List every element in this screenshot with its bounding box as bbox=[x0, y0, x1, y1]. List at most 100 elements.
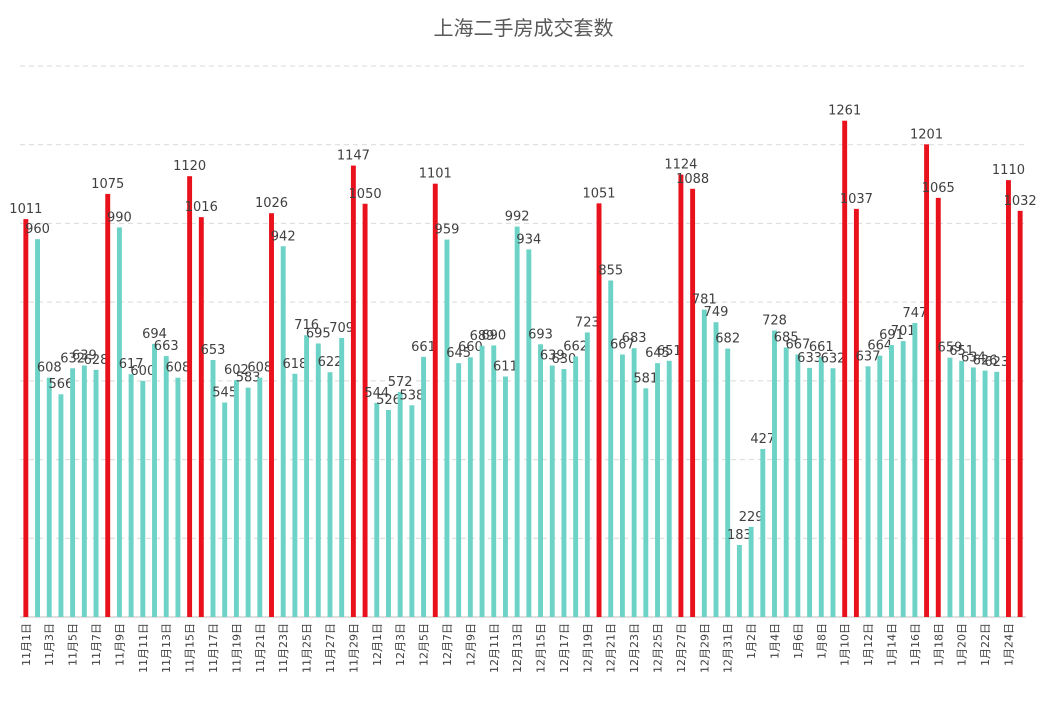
x-tick-label: 12月15日 bbox=[535, 623, 548, 673]
data-label: 608 bbox=[37, 361, 62, 376]
data-label: 695 bbox=[306, 326, 331, 341]
data-label: 747 bbox=[902, 306, 927, 321]
data-label: 583 bbox=[236, 371, 261, 386]
data-label: 1011 bbox=[9, 202, 42, 217]
bar bbox=[538, 344, 544, 617]
bar bbox=[128, 374, 134, 617]
x-tick-label: 11月29日 bbox=[347, 623, 360, 673]
x-tick-label: 11月5日 bbox=[67, 623, 80, 666]
x-tick-label: 11月23日 bbox=[277, 623, 290, 673]
data-label: 1026 bbox=[255, 196, 288, 211]
x-tick-label: 11月3日 bbox=[43, 623, 56, 666]
x-tick-label: 1月6日 bbox=[792, 623, 805, 659]
x-tick-label: 11月13日 bbox=[160, 623, 173, 673]
data-label: 1065 bbox=[922, 181, 955, 196]
data-label: 690 bbox=[481, 328, 506, 343]
bar bbox=[526, 249, 532, 617]
bar bbox=[795, 354, 801, 617]
bar bbox=[877, 355, 883, 617]
bar bbox=[432, 183, 438, 617]
data-label: 653 bbox=[201, 343, 226, 358]
data-label: 623 bbox=[984, 355, 1009, 370]
x-tick-label: 12月1日 bbox=[371, 623, 384, 666]
x-tick-label: 12月13日 bbox=[511, 623, 524, 673]
x-tick-label: 11月15日 bbox=[184, 623, 197, 673]
data-label: 526 bbox=[376, 393, 401, 408]
x-tick-label: 1月10日 bbox=[839, 623, 852, 666]
bar bbox=[105, 193, 111, 618]
x-tick-label: 12月25日 bbox=[652, 623, 665, 673]
data-label: 959 bbox=[435, 223, 460, 238]
bar bbox=[233, 380, 239, 617]
bar bbox=[362, 203, 368, 617]
bar bbox=[666, 360, 672, 617]
bar bbox=[818, 356, 824, 617]
bar bbox=[994, 371, 1000, 617]
data-label: 1110 bbox=[992, 163, 1025, 178]
data-label: 685 bbox=[774, 330, 799, 345]
data-label: 691 bbox=[879, 328, 904, 343]
bar bbox=[397, 391, 403, 617]
bar bbox=[339, 337, 345, 617]
bar bbox=[210, 359, 216, 617]
bar bbox=[93, 369, 99, 617]
data-label: 1050 bbox=[349, 187, 382, 202]
x-tick-label: 12月23日 bbox=[628, 623, 641, 673]
x-tick-label: 12月11日 bbox=[488, 623, 501, 673]
data-label: 749 bbox=[704, 305, 729, 320]
bar bbox=[315, 343, 321, 617]
data-label: 1016 bbox=[185, 200, 218, 215]
bar bbox=[900, 341, 906, 617]
data-label: 618 bbox=[282, 357, 307, 372]
data-label: 1124 bbox=[664, 158, 697, 173]
data-label: 667 bbox=[785, 337, 810, 352]
data-label: 630 bbox=[552, 352, 577, 367]
x-tick-label: 12月7日 bbox=[441, 623, 454, 666]
data-label: 645 bbox=[645, 346, 670, 361]
x-tick-label: 1月16日 bbox=[909, 623, 922, 666]
chart-title: 上海二手房成交套数 bbox=[433, 16, 614, 40]
bar bbox=[350, 165, 356, 617]
bar bbox=[584, 332, 590, 617]
bar bbox=[631, 348, 637, 617]
bar bbox=[257, 377, 263, 617]
bar bbox=[421, 356, 427, 617]
bar bbox=[280, 246, 286, 617]
x-tick-label: 11月7日 bbox=[90, 623, 103, 666]
bar bbox=[409, 405, 415, 617]
x-tick-label: 12月9日 bbox=[464, 623, 477, 666]
bar bbox=[655, 363, 660, 617]
x-tick-label: 11月11日 bbox=[137, 623, 150, 673]
bar bbox=[736, 544, 742, 617]
bar bbox=[456, 363, 462, 617]
bar bbox=[467, 357, 473, 617]
bar bbox=[830, 368, 836, 617]
data-label: 683 bbox=[622, 331, 647, 346]
bar bbox=[222, 402, 228, 617]
bar bbox=[889, 345, 894, 617]
data-label: 626 bbox=[973, 354, 998, 369]
data-label: 660 bbox=[458, 340, 483, 355]
data-label: 633 bbox=[797, 351, 822, 366]
x-tick-label: 12月19日 bbox=[581, 623, 594, 673]
data-label: 632 bbox=[821, 351, 846, 366]
data-label: 1261 bbox=[828, 104, 861, 119]
bar bbox=[573, 356, 579, 617]
bar bbox=[70, 368, 76, 617]
data-label: 659 bbox=[938, 341, 963, 356]
bar bbox=[596, 203, 602, 617]
x-tick-label: 1月4日 bbox=[769, 623, 782, 659]
bar bbox=[748, 526, 754, 617]
data-label: 639 bbox=[72, 349, 97, 364]
x-tick-label: 12月29日 bbox=[698, 623, 711, 673]
x-tick-label: 1月12日 bbox=[862, 623, 875, 666]
bar bbox=[304, 335, 310, 617]
data-label: 689 bbox=[470, 329, 495, 344]
data-label: 651 bbox=[949, 344, 974, 359]
data-label: 716 bbox=[294, 318, 319, 333]
bar bbox=[187, 176, 193, 617]
data-label: 682 bbox=[715, 332, 740, 347]
x-tick-label: 1月8日 bbox=[815, 623, 828, 659]
data-label: 990 bbox=[107, 210, 132, 225]
